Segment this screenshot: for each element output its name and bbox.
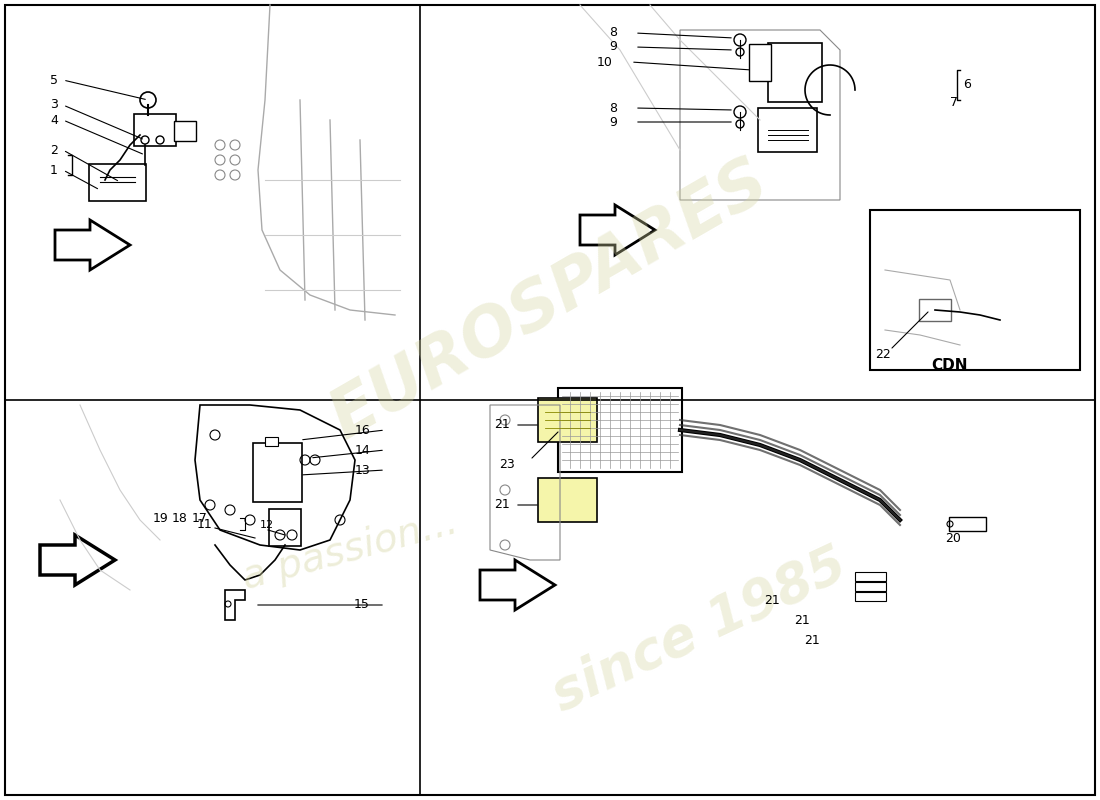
Text: a passion...: a passion... — [238, 503, 462, 597]
Text: since 1985: since 1985 — [544, 539, 856, 721]
Text: 21: 21 — [764, 594, 780, 606]
Text: 16: 16 — [354, 423, 370, 437]
Text: 12: 12 — [260, 520, 274, 530]
Text: 11: 11 — [197, 518, 213, 531]
Text: 13: 13 — [354, 463, 370, 477]
Text: 22: 22 — [874, 349, 891, 362]
FancyBboxPatch shape — [749, 44, 771, 81]
Text: 19: 19 — [152, 511, 168, 525]
Text: 8: 8 — [609, 26, 617, 39]
Text: 3: 3 — [51, 98, 58, 111]
FancyBboxPatch shape — [89, 164, 146, 201]
Text: 15: 15 — [354, 598, 370, 611]
Text: 21: 21 — [794, 614, 810, 626]
Text: EUROSPARES: EUROSPARES — [319, 148, 781, 452]
FancyBboxPatch shape — [174, 121, 196, 141]
FancyBboxPatch shape — [538, 478, 597, 522]
FancyBboxPatch shape — [253, 443, 302, 502]
Text: 8: 8 — [609, 102, 617, 114]
FancyBboxPatch shape — [768, 43, 822, 102]
Text: 4: 4 — [51, 114, 58, 126]
FancyBboxPatch shape — [855, 582, 886, 590]
Text: CDN: CDN — [932, 358, 968, 373]
FancyBboxPatch shape — [918, 299, 952, 321]
Text: 21: 21 — [494, 498, 510, 511]
Text: 2: 2 — [51, 143, 58, 157]
Text: 23: 23 — [499, 458, 515, 471]
Text: 9: 9 — [609, 115, 617, 129]
FancyBboxPatch shape — [855, 571, 886, 581]
Text: 21: 21 — [804, 634, 820, 646]
Text: 20: 20 — [945, 531, 961, 545]
Text: 1: 1 — [51, 163, 58, 177]
Text: 5: 5 — [50, 74, 58, 86]
Text: 21: 21 — [494, 418, 510, 431]
Text: 6: 6 — [962, 78, 971, 91]
FancyBboxPatch shape — [270, 509, 301, 546]
FancyBboxPatch shape — [558, 388, 682, 472]
FancyBboxPatch shape — [538, 398, 597, 442]
FancyBboxPatch shape — [264, 437, 277, 446]
Text: 10: 10 — [597, 55, 613, 69]
FancyBboxPatch shape — [134, 114, 176, 146]
Bar — [870, 210, 1080, 370]
FancyBboxPatch shape — [758, 108, 817, 152]
Text: 17: 17 — [192, 511, 208, 525]
FancyBboxPatch shape — [949, 517, 986, 531]
FancyBboxPatch shape — [855, 591, 886, 601]
Text: 9: 9 — [609, 41, 617, 54]
Text: 7: 7 — [950, 95, 958, 109]
Text: 14: 14 — [354, 443, 370, 457]
Text: 18: 18 — [172, 511, 188, 525]
